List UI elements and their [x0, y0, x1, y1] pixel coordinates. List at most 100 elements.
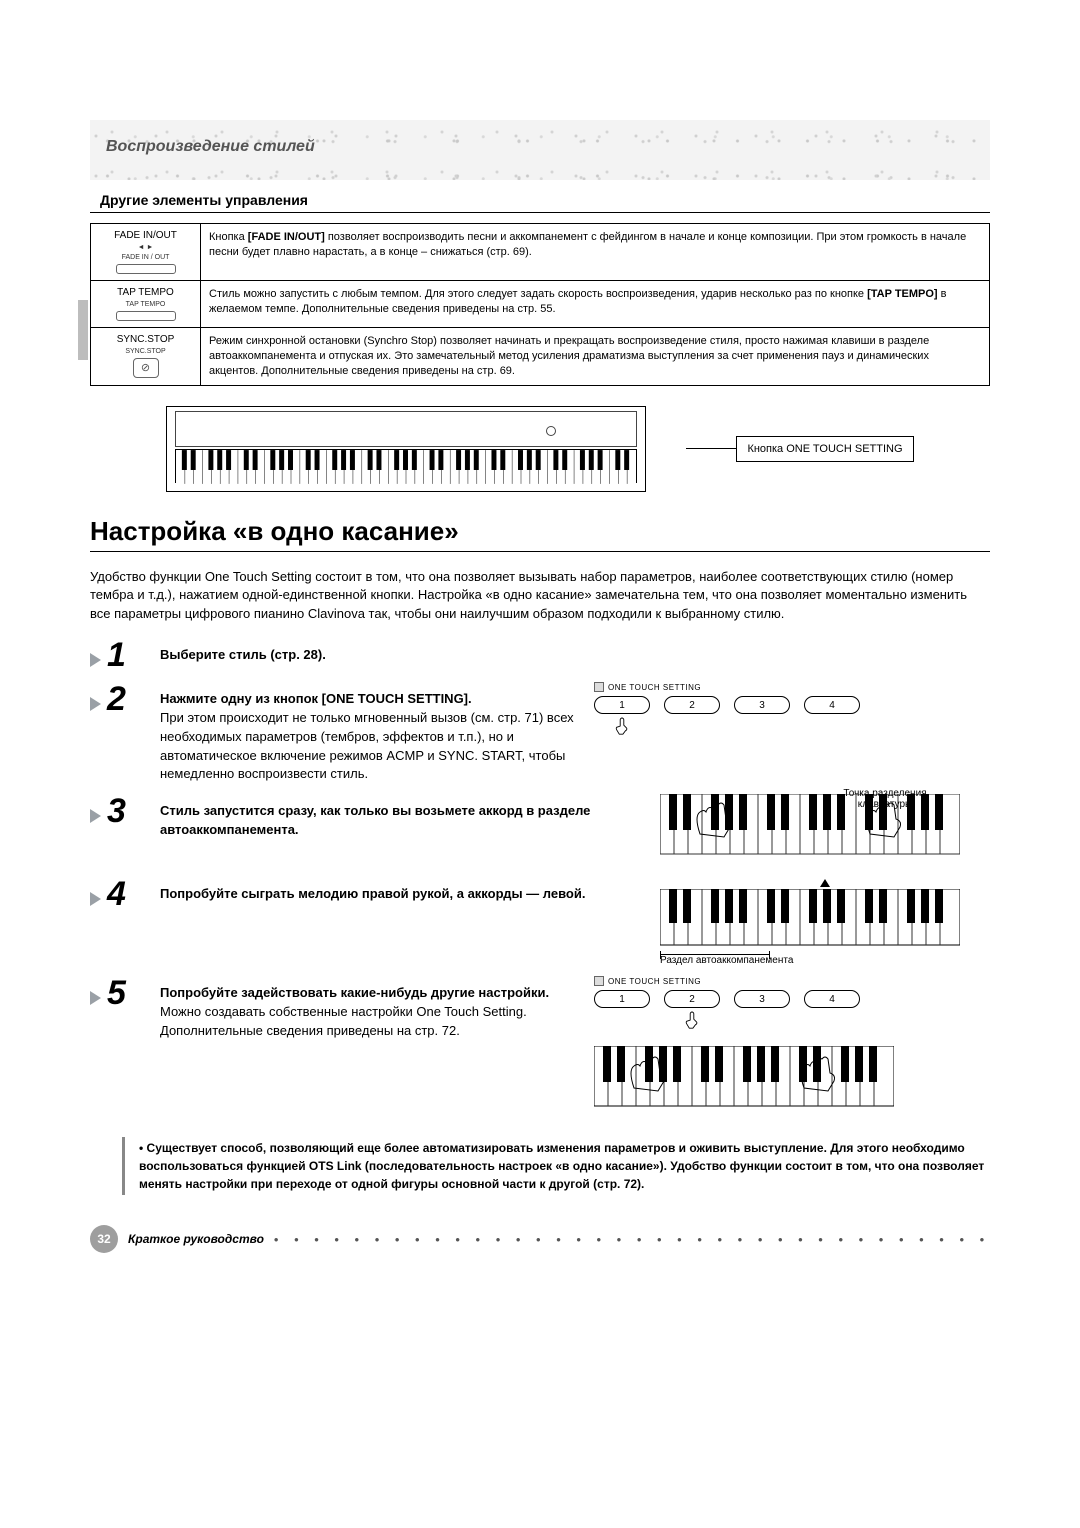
ots-button: 3 — [734, 990, 790, 1008]
desc-text: Режим синхронной остановки (Synchro Stop… — [209, 335, 929, 377]
table-row: TAP TEMPO TAP TEMPO Стиль можно запустит… — [91, 280, 989, 327]
step-body: Выберите стиль (стр. 28). — [160, 638, 990, 665]
table-row: SYNC.STOP SYNC.STOP ⊘ Режим синхронной о… — [91, 327, 989, 385]
step-body: Нажмите одну из кнопок [ONE TOUCH SETTIN… — [160, 682, 580, 784]
syncstop-button-graphic: ⊘ — [133, 358, 159, 378]
step-text: При этом происходит не только мгновенный… — [160, 710, 574, 782]
tap-button-graphic — [116, 311, 176, 321]
step: 3 Стиль запустится сразу, как только вы … — [90, 794, 990, 867]
step-marker: 5 — [90, 976, 146, 1010]
step-bold: Попробуйте задействовать какие-нибудь др… — [160, 985, 549, 1000]
ots-button: 2 — [664, 990, 720, 1008]
step-number: 5 — [107, 976, 126, 1010]
controls-subhead: Другие элементы управления — [90, 180, 990, 213]
step: 5 Попробуйте задействовать какие-нибудь … — [90, 976, 990, 1119]
ots-row: 1 2 3 4 — [594, 990, 924, 1032]
keyboard-panel — [175, 411, 637, 447]
table-row: FADE IN/OUT ◄ ► FADE IN / OUT Кнопка [FA… — [91, 224, 989, 280]
ots-label: ONE TOUCH SETTING — [594, 682, 924, 692]
step: 4 Попробуйте сыграть мелодию правой руко… — [90, 877, 990, 966]
step-number: 2 — [107, 682, 126, 716]
control-mini-label: TAP TEMPO — [126, 301, 166, 308]
step-bold: Выберите стиль (стр. 28). — [160, 647, 326, 662]
tip-text: Существует способ, позволяющий еще более… — [139, 1139, 990, 1193]
page-number: 32 — [90, 1225, 118, 1253]
ots-button: 4 — [804, 696, 860, 714]
ots-button: 4 — [804, 990, 860, 1008]
control-label-cell: FADE IN/OUT ◄ ► FADE IN / OUT — [91, 224, 201, 280]
stop-icon: ⊘ — [141, 364, 150, 372]
ots-button: 3 — [734, 696, 790, 714]
ots-panel: ONE TOUCH SETTING 1 2 3 4 — [594, 976, 924, 1032]
split-label: Точка разделения клавиатуры — [840, 788, 930, 810]
step-marker: 3 — [90, 794, 146, 828]
piano-svg — [660, 889, 960, 949]
split-text: Точка разделения клавиатуры — [843, 788, 926, 810]
tip-block: Существует способ, позволяющий еще более… — [122, 1137, 990, 1195]
step-marker: 1 — [90, 638, 146, 672]
step-marker: 2 — [90, 682, 146, 716]
finger-icon — [683, 1010, 701, 1032]
mini-piano — [594, 1046, 894, 1119]
step: 1 Выберите стиль (стр. 28). — [90, 638, 990, 672]
ots-indicator — [546, 426, 556, 436]
triangle-icon — [90, 892, 101, 906]
step: 2 Нажмите одну из кнопок [ONE TOUCH SETT… — [90, 682, 990, 784]
step-number: 4 — [107, 877, 126, 911]
finger-icon — [613, 716, 631, 738]
side-tab — [78, 300, 88, 360]
desc-bold: [FADE IN/OUT] — [248, 231, 325, 243]
arrow-up — [660, 879, 990, 887]
control-mini-label: SYNC.STOP — [125, 348, 165, 355]
control-name: SYNC.STOP — [117, 334, 175, 345]
control-mini-label: FADE IN / OUT — [122, 254, 170, 261]
footer-label: Краткое руководство — [128, 1232, 264, 1246]
chapter-title: Воспроизведение стилей — [106, 138, 990, 156]
piano-keys — [175, 449, 637, 483]
ots-callout: Кнопка ONE TOUCH SETTING — [736, 436, 913, 462]
step-figure: ONE TOUCH SETTING 1 2 3 4 — [594, 682, 924, 738]
ots-button: 1 — [594, 990, 650, 1008]
step-text: Можно создавать собственные настройки On… — [160, 1004, 527, 1019]
step-figure: Раздел автоаккомпанемента — [660, 877, 990, 966]
control-label-cell: SYNC.STOP SYNC.STOP ⊘ — [91, 328, 201, 385]
step-body: Попробуйте сыграть мелодию правой рукой,… — [160, 877, 646, 904]
desc-text: Кнопка — [209, 231, 248, 243]
triangle-icon — [90, 991, 101, 1005]
keyboard-box — [166, 406, 646, 492]
triangle-icon — [90, 653, 101, 667]
accomp-label: Раздел автоаккомпанемента — [660, 955, 800, 966]
step-body: Попробуйте задействовать какие-нибудь др… — [160, 976, 580, 1041]
step-text: Дополнительные сведения приведены на стр… — [160, 1023, 460, 1038]
step-number: 3 — [107, 794, 126, 828]
step-marker: 4 — [90, 877, 146, 911]
ots-button: 2 — [664, 696, 720, 714]
control-desc: Режим синхронной остановки (Synchro Stop… — [201, 328, 989, 385]
fade-button-graphic — [116, 264, 176, 274]
control-name: FADE IN/OUT — [114, 230, 177, 241]
controls-table: FADE IN/OUT ◄ ► FADE IN / OUT Кнопка [FA… — [90, 223, 990, 386]
keyboard-figure: Кнопка ONE TOUCH SETTING — [90, 406, 990, 492]
page-footer: 32 Краткое руководство • • • • • • • • •… — [90, 1225, 990, 1253]
step-figure: Точка разделения клавиатуры — [660, 794, 990, 867]
desc-bold: [TAP TEMPO] — [867, 288, 937, 300]
triangle-icon — [90, 809, 101, 823]
footer-dots: • • • • • • • • • • • • • • • • • • • • … — [274, 1232, 990, 1247]
step-figure: ONE TOUCH SETTING 1 2 3 4 — [594, 976, 924, 1119]
step-bold: Нажмите одну из кнопок [ONE TOUCH SETTIN… — [160, 691, 472, 706]
control-desc: Кнопка [FADE IN/OUT] позволяет воспроизв… — [201, 224, 989, 280]
mini-piano — [660, 889, 960, 952]
desc-text: Стиль можно запустить с любым темпом. Дл… — [209, 288, 867, 300]
section-title: Настройка «в одно касание» — [90, 516, 990, 552]
ots-label: ONE TOUCH SETTING — [594, 976, 924, 986]
step-bold: Стиль запустится сразу, как только вы во… — [160, 803, 590, 837]
control-desc: Стиль можно запустить с любым темпом. Дл… — [201, 281, 989, 327]
triangle-icon — [90, 697, 101, 711]
ots-panel: ONE TOUCH SETTING 1 2 3 4 — [594, 682, 924, 738]
intro-paragraph: Удобство функции One Touch Setting состо… — [90, 568, 990, 625]
step-body: Стиль запустится сразу, как только вы во… — [160, 794, 646, 840]
chapter-header: Воспроизведение стилей — [90, 120, 990, 180]
ots-button: 1 — [594, 696, 650, 714]
control-name: TAP TEMPO — [117, 287, 174, 298]
piano-svg — [594, 1046, 894, 1116]
